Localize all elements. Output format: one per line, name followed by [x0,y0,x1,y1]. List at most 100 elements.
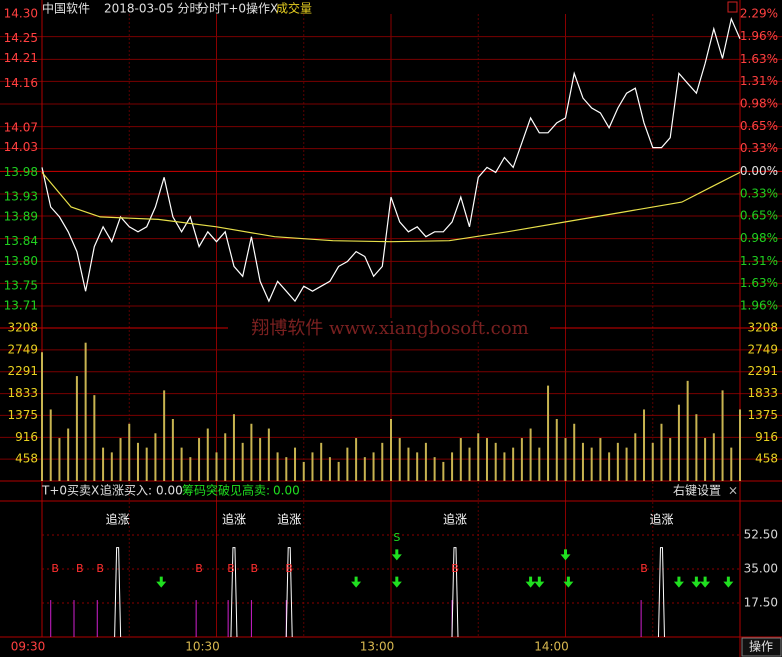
volume-bar [294,447,297,481]
date-mode: 2018-03-05 分时 [104,2,202,16]
volume-bar [555,418,558,481]
volume-bar [468,447,471,481]
volume-bar [503,452,506,481]
volume-bar [608,452,611,481]
volume-bar [41,352,43,481]
volume-bar [651,442,654,481]
volume-bar [660,423,663,481]
y2-tick-label: 52.50 [744,528,778,542]
y-tick-label: 1375 [7,408,38,422]
y-tick-label: 14.30 [4,7,38,21]
volume-bar [215,452,218,481]
watermark: 翔博软件 www.xiangbosoft.com [251,318,528,339]
sell-arrow [351,576,362,588]
chase-label: 追涨 [277,512,301,527]
volume-bar [416,452,419,481]
stock-name: 中国软件 [42,1,90,16]
window-icon[interactable] [727,1,738,13]
volume-bar [110,452,113,481]
volume-bar [250,423,253,481]
volume-bar [163,390,166,481]
buy-marker: B [51,562,59,575]
signal-spike [114,547,122,638]
chase-label: 追涨 [222,512,246,527]
volume-bar [136,442,139,481]
buy-marker: B [640,562,648,575]
y-tick-label: 13.71 [4,299,38,313]
volume-bar [302,461,305,481]
buy-marker: B [285,562,293,575]
volume-bar [634,433,637,481]
volume-bar [704,438,707,481]
volume-bar [599,438,602,481]
close-button[interactable]: × [728,484,738,498]
sell-arrow [560,549,571,561]
volume-bar [93,395,96,481]
volume-bar [84,342,87,481]
y2-tick-label: 0.65% [740,119,778,133]
volume-bar [128,423,131,481]
price-line [41,16,741,303]
operate-label[interactable]: 操作 [749,639,773,654]
y2-tick-label: 0.00% [740,164,778,178]
x-tick-label: 09:30 [11,640,46,654]
volume-bar [267,428,270,481]
y-tick-label: 13.89 [4,209,38,223]
y2-tick-label: 1.63% [740,276,778,290]
volume-bar [328,457,331,481]
volume-bar [355,438,358,481]
volume-bar [398,438,401,481]
chase-label: 追涨 [106,512,130,527]
volume-bar [538,447,541,481]
volume-bar [695,414,698,481]
volume-bar [721,390,724,481]
volume-bar [677,404,680,481]
indicator-item-value: 0.00 [273,484,300,498]
volume-bar [102,447,105,481]
y-tick-label: 458 [15,452,38,466]
y2-tick-label: 1.31% [740,254,778,268]
y2-tick-label: 3208 [747,321,778,335]
y2-tick-label: 17.50 [744,596,778,610]
volume-bar [451,452,454,481]
operate-button[interactable] [741,637,782,657]
volume-bar [424,442,427,481]
indicator-item-name: 追涨买入: [100,483,152,498]
indicator-title: T+0买卖X [41,484,99,498]
signal-spike [657,547,665,638]
volume-title[interactable]: 成交量 [276,1,312,16]
x-tick-label: 13:00 [360,640,395,654]
volume-bar [232,414,235,481]
volume-bar [485,438,488,481]
sell-arrow [723,576,734,588]
watermark-bg [228,318,550,340]
volume-bar [363,457,366,481]
y-tick-label: 2291 [7,364,38,378]
sell-arrow [673,576,684,588]
sell-arrow [525,576,536,588]
y2-tick-label: 1833 [747,386,778,400]
volume-bar [224,433,227,481]
y-tick-label: 14.21 [4,51,38,65]
y-tick-label: 14.03 [4,140,38,154]
buy-marker: B [76,562,84,575]
y-tick-label: 13.75 [4,279,38,293]
y2-tick-label: 2291 [747,364,778,378]
signal-spike [230,547,238,638]
sell-marker: S [393,531,400,544]
y-tick-label: 13.98 [4,165,38,179]
y-tick-label: 2749 [7,342,38,356]
volume-bar [494,442,497,481]
signal-spike [285,547,293,638]
volume-bar [171,418,174,481]
y-tick-label: 14.25 [4,31,38,45]
y-tick-label: 14.07 [4,120,38,134]
indicator-name[interactable]: 分时T+0操作X [197,1,278,16]
y-tick-label: 1833 [7,386,38,400]
volume-bar [564,438,567,481]
volume-bar [67,428,70,481]
volume-bar [643,409,646,481]
settings-button[interactable]: 右键设置 [673,483,721,498]
volume-bar [276,452,279,481]
volume-bar [346,447,349,481]
